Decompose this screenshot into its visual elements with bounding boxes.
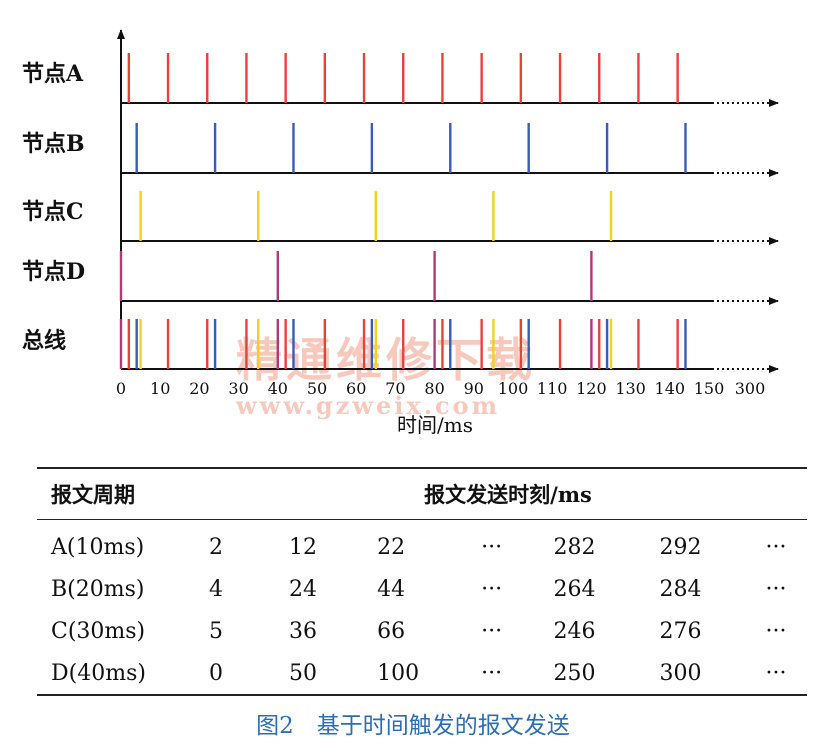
x-tick-label: 100 [498, 379, 529, 398]
row-period: A(10ms) [51, 534, 145, 560]
x-tick-label: 120 [576, 379, 607, 398]
send-time-cell: 44 [377, 576, 406, 602]
table-row: B(20ms) 4 24 44 ··· 264 284 ··· [37, 568, 807, 610]
send-time-cell: 276 [659, 618, 702, 644]
table-row: C(30ms) 5 36 66 ··· 246 276 ··· [37, 610, 807, 652]
x-tick-label: 130 [615, 379, 646, 398]
watermark: 精通维修下载 www.gzweix.com [235, 333, 532, 420]
x-tick-label: 0 [116, 379, 126, 398]
send-time-cell: 264 [553, 576, 596, 602]
watermark-url: www.gzweix.com [235, 391, 500, 420]
send-time-cell: 100 [377, 660, 420, 686]
header-message-period: 报文周期 [51, 482, 135, 507]
x-tick-label: 90 [464, 379, 484, 398]
header-send-times: 报文发送时刻/ms [424, 482, 592, 507]
send-time-cell: ··· [765, 534, 787, 560]
send-time-cell: 5 [209, 618, 224, 644]
figure-caption: 图2 基于时间触发的报文发送 [256, 713, 570, 739]
x-tick-label: 30 [228, 379, 248, 398]
send-time-cell: 50 [288, 660, 317, 686]
node-label-1: 节点B [22, 131, 85, 157]
x-tick-label: 70 [385, 379, 405, 398]
timing-diagram: 精通维修下载 www.gzweix.com 节点A 节点B 节点C 节点D 总线 0 10… [22, 29, 779, 437]
send-time-cell: 4 [209, 576, 224, 602]
send-time-cell: ··· [765, 660, 787, 686]
send-time-cell: 36 [288, 618, 317, 644]
send-time-cell: ··· [481, 534, 503, 560]
send-time-cell: ··· [481, 618, 503, 644]
x-tick-label: 10 [150, 379, 170, 398]
send-time-cell: 0 [209, 660, 224, 686]
send-time-cell: 300 [659, 660, 702, 686]
x-tick-label: 50 [307, 379, 327, 398]
send-time-cell: 282 [553, 534, 596, 560]
send-time-cell: 246 [553, 618, 596, 644]
row-period: D(40ms) [51, 660, 146, 686]
send-time-cell: 292 [659, 534, 702, 560]
message-period-table: 报文周期 报文发送时刻/ms A(10ms) 2 12 22 ··· 282 292 ··· B… [37, 467, 807, 696]
table-row: A(10ms) 2 12 22 ··· 282 292 ··· [37, 520, 807, 569]
send-time-cell: 250 [553, 660, 596, 686]
x-axis-label: 时间/ms [397, 413, 473, 437]
node-label-3: 节点D [22, 259, 85, 285]
node-label-0: 节点A [22, 61, 84, 87]
node-label-2: 节点C [22, 199, 84, 225]
x-tick-label: 140 [655, 379, 686, 398]
send-time-cell: ··· [765, 618, 787, 644]
send-time-cell: 66 [377, 618, 406, 644]
table-header-row: 报文周期 报文发送时刻/ms [37, 468, 807, 520]
send-time-cell: 22 [377, 534, 406, 560]
send-time-cell: 24 [288, 576, 317, 602]
x-tick-label: 20 [189, 379, 209, 398]
x-tick-label: 80 [424, 379, 444, 398]
send-time-cell: 12 [288, 534, 317, 560]
x-tick-label: 110 [537, 379, 568, 398]
bus-label: 总线 [22, 328, 66, 354]
table-row: D(40ms) 0 50 100 ··· 250 300 ··· [37, 652, 807, 695]
x-tick-label: 40 [268, 379, 288, 398]
row-period: B(20ms) [51, 576, 145, 602]
send-time-cell: 284 [659, 576, 702, 602]
send-time-cell: 2 [209, 534, 224, 560]
send-time-cell: ··· [481, 660, 503, 686]
x-tick-label: 60 [346, 379, 366, 398]
x-tick-label: 150 [694, 379, 725, 398]
send-time-cell: ··· [765, 576, 787, 602]
send-time-cell: ··· [481, 576, 503, 602]
row-period: C(30ms) [51, 618, 146, 644]
x-tick-label: 300 [735, 379, 766, 398]
